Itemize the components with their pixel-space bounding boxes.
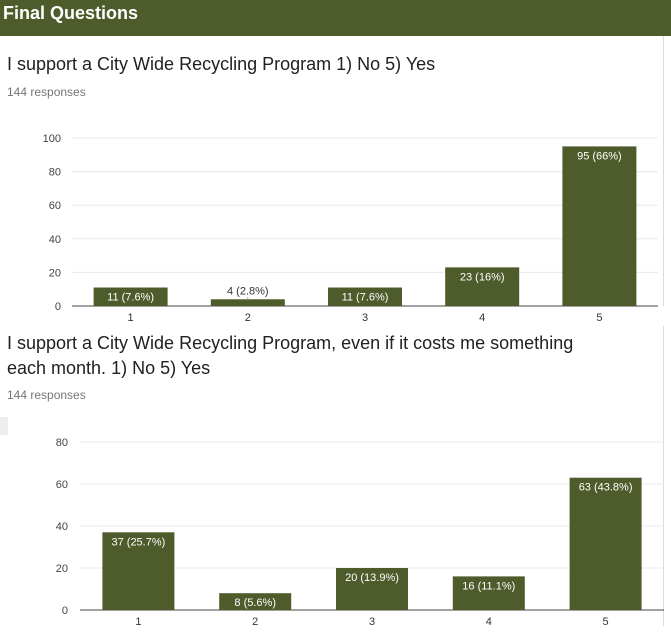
bar — [452, 576, 525, 610]
data-label: 20 (13.9%) — [345, 572, 399, 584]
data-label: 63 (43.8%) — [579, 482, 633, 494]
data-label: 95 (66%) — [577, 150, 622, 162]
question-title-line: each month. 1) No 5) Yes — [7, 358, 211, 378]
y-tick-label: 0 — [62, 605, 68, 617]
bar — [569, 477, 642, 610]
bar-chart: 0 20 40 60 80 37 (25.7%) 1 8 (5.6%) 2 20 (13.9%) 3… — [56, 437, 664, 628]
y-tick-label: 0 — [55, 301, 61, 313]
scroll-strip — [0, 417, 8, 435]
question-title-line: I support a City Wide Recycling Program,… — [7, 333, 574, 353]
bar — [445, 267, 520, 306]
x-tick-label: 5 — [596, 312, 602, 324]
y-tick-label: 80 — [56, 437, 68, 449]
x-tick-label: 4 — [486, 616, 492, 628]
data-label: 23 (16%) — [460, 271, 505, 283]
bar — [102, 532, 175, 610]
x-tick-label: 4 — [479, 312, 485, 324]
y-tick-label: 20 — [56, 563, 68, 575]
data-label: 11 (7.6%) — [107, 292, 154, 304]
bar — [562, 146, 637, 306]
y-tick-label: 40 — [49, 234, 61, 246]
x-tick-label: 1 — [128, 312, 134, 324]
x-tick-label: 3 — [362, 312, 368, 324]
x-tick-label: 5 — [603, 616, 609, 628]
data-label: 11 (7.6%) — [342, 292, 389, 304]
bar — [219, 593, 292, 610]
bar-chart: 0 20 40 60 80 100 11 (7.6%) 1 4 (2.8%) 2 11 (7.6%)… — [43, 133, 658, 324]
data-label: 16 (11.1%) — [462, 580, 515, 592]
x-tick-label: 2 — [252, 616, 258, 628]
card-border — [663, 36, 664, 306]
y-tick-label: 60 — [56, 479, 68, 491]
x-tick-label: 1 — [135, 616, 141, 628]
data-label: 8 (5.6%) — [234, 597, 276, 609]
section-header: Final Questions — [0, 0, 671, 36]
bar — [336, 568, 408, 610]
x-tick-label: 3 — [369, 616, 375, 628]
card-border — [663, 326, 664, 626]
data-label: 4 (2.8%) — [227, 285, 269, 297]
section-title: Final Questions — [3, 3, 139, 23]
data-label: 37 (25.7%) — [111, 536, 165, 548]
y-tick-label: 80 — [49, 167, 61, 179]
response-count: 144 responses — [7, 388, 86, 402]
bar — [328, 287, 402, 306]
question-title: I support a City Wide Recycling Program … — [7, 54, 436, 74]
y-tick-label: 40 — [56, 521, 68, 533]
y-tick-label: 20 — [49, 267, 61, 279]
y-tick-label: 100 — [43, 133, 61, 145]
bar — [93, 287, 168, 306]
question-title: I support a City Wide Recycling Program,… — [7, 331, 573, 381]
y-tick-label: 60 — [49, 200, 61, 212]
response-count: 144 responses — [7, 85, 86, 99]
x-tick-label: 2 — [245, 312, 251, 324]
bar — [210, 299, 285, 306]
